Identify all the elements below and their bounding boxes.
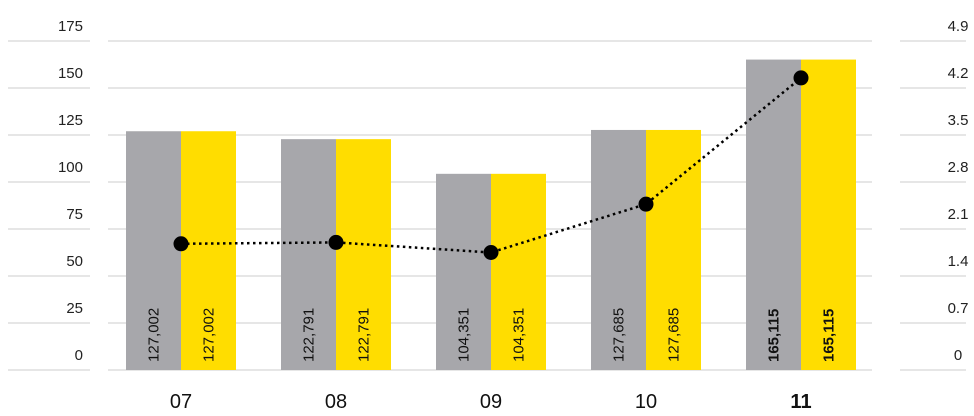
left-axis-tick-label: 50 xyxy=(66,253,83,270)
line-point xyxy=(638,196,654,212)
x-axis-category-label: 09 xyxy=(480,391,502,413)
right-axis-tick-label: 1.4 xyxy=(948,253,969,270)
bar xyxy=(336,139,391,370)
line-point xyxy=(328,234,344,250)
bar xyxy=(491,173,546,370)
left-axis-tick-label: 100 xyxy=(58,159,83,176)
bar xyxy=(801,59,856,370)
bar-value-label: 104,351 xyxy=(511,308,528,362)
right-axis-tick-label: 0 xyxy=(954,347,962,364)
right-axis-tick-label: 4.2 xyxy=(948,65,969,82)
right-axis-tick-label: 3.5 xyxy=(948,112,969,129)
bar xyxy=(591,129,646,370)
x-axis-category-label: 07 xyxy=(170,391,192,413)
x-axis-category-label: 08 xyxy=(325,391,347,413)
bar-value-label: 165,115 xyxy=(821,309,838,362)
left-axis-tick-label: 175 xyxy=(58,18,83,35)
bar-value-label: 122,791 xyxy=(301,308,318,362)
bar xyxy=(646,129,701,370)
bar-value-label: 122,791 xyxy=(356,308,373,362)
bar-value-label: 104,351 xyxy=(456,308,473,362)
line-point xyxy=(793,70,809,86)
bar-value-label: 127,685 xyxy=(611,308,628,362)
bar-value-label: 165,115 xyxy=(766,309,783,362)
bar xyxy=(126,131,181,370)
left-axis-tick-label: 150 xyxy=(58,65,83,82)
right-axis-tick-label: 0.7 xyxy=(948,300,969,317)
left-axis-tick-label: 75 xyxy=(66,206,83,223)
right-axis-tick-label: 2.1 xyxy=(948,206,969,223)
right-axis-tick-label: 4.9 xyxy=(948,18,969,35)
x-axis-category-label: 10 xyxy=(635,391,657,413)
left-axis-tick-label: 25 xyxy=(66,300,83,317)
bar xyxy=(181,131,236,370)
left-axis-tick-label: 0 xyxy=(75,347,83,364)
x-axis-category-label: 11 xyxy=(790,391,811,413)
bar xyxy=(281,139,336,370)
line-point xyxy=(483,245,499,260)
line-series xyxy=(180,76,802,254)
bar xyxy=(746,59,801,370)
right-axis-tick-label: 2.8 xyxy=(948,159,969,176)
bar xyxy=(436,173,491,370)
left-axis-tick-label: 125 xyxy=(58,112,83,129)
bar-value-label: 127,685 xyxy=(666,308,683,362)
bar-value-label: 127,002 xyxy=(146,308,163,362)
line-point xyxy=(173,236,189,252)
bar-value-label: 127,002 xyxy=(201,308,218,362)
